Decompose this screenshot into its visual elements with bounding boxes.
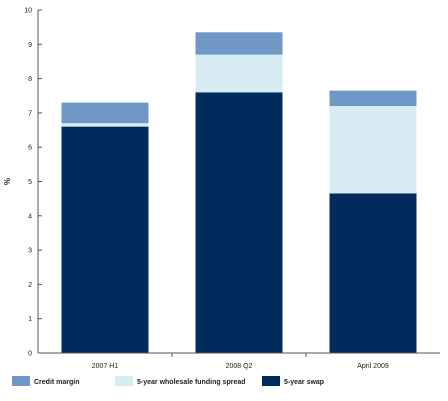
bar-segment-5-year-swap-3 [329, 193, 417, 353]
bar-segment-5-year-wholesale-funding-spread-1 [61, 123, 149, 127]
y-tick-label: 3 [28, 248, 32, 255]
y-tick-label: 2 [28, 282, 32, 289]
legend-label-1: Credit margin [34, 379, 80, 386]
bar-segment-5-year-swap-2 [195, 92, 283, 354]
legend-label-2: 5-year wholesale funding spread [137, 379, 246, 386]
x-tick-label: April 2009 [357, 363, 389, 370]
y-tick-label: 8 [28, 76, 32, 83]
bar-segment-credit-margin-1 [61, 102, 149, 124]
bar-segment-5-year-swap-1 [61, 126, 149, 353]
y-tick-label: 1 [28, 316, 32, 323]
x-tick-label: 2008 Q2 [226, 363, 253, 370]
y-tick-label: 0 [28, 351, 32, 358]
bars-layer [61, 32, 417, 354]
y-tick-label: 5 [28, 179, 32, 186]
axes-layer: 0 1 2 3 4 5 6 7 8 9 10 2007 H1 2008 Q2 April 2009% [3, 8, 440, 370]
legend-label-3: 5-year swap [284, 379, 324, 386]
y-tick-label: 7 [28, 110, 32, 117]
y-tick-label: 9 [28, 42, 32, 49]
legend-swatch-1 [12, 376, 30, 386]
y-tick-label: 6 [28, 145, 32, 152]
legend-swatch-2 [115, 376, 133, 386]
x-tick-label: 2007 H1 [92, 363, 119, 370]
y-axis-label: % [3, 178, 12, 185]
bar-segment-credit-margin-2 [195, 32, 283, 55]
legend-swatch-3 [262, 376, 280, 386]
y-tick-label: 4 [28, 213, 32, 220]
legend: Credit margin 5-year wholesale funding sp… [12, 376, 324, 386]
y-tick-label: 10 [24, 8, 32, 15]
bar-segment-5-year-wholesale-funding-spread-3 [329, 106, 417, 194]
bar-segment-credit-margin-3 [329, 90, 417, 106]
bar-segment-5-year-wholesale-funding-spread-2 [195, 54, 283, 93]
